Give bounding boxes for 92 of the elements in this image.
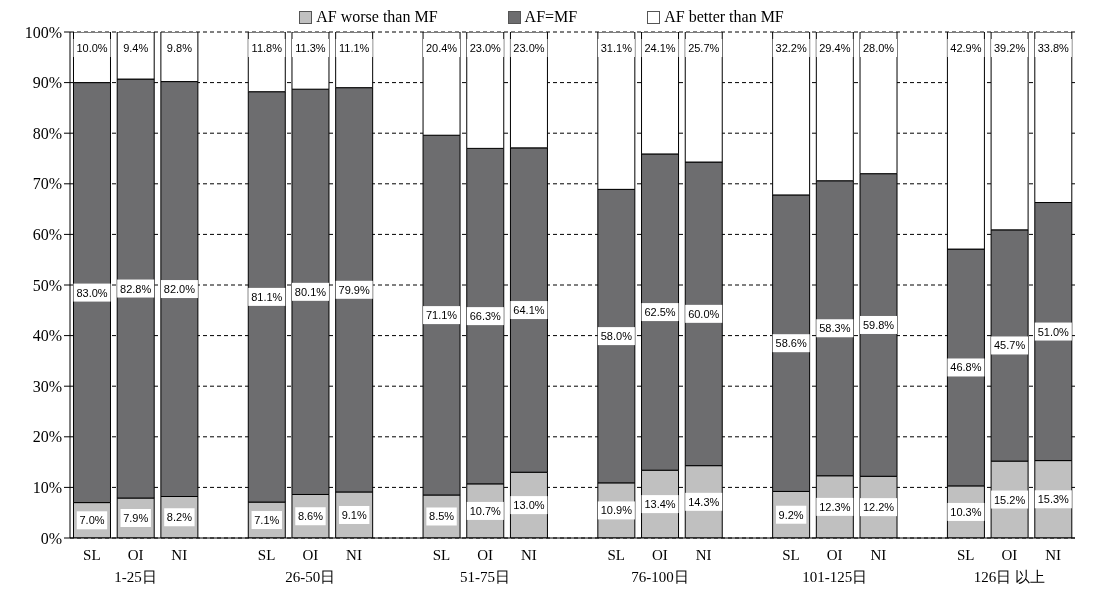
data-label: 10.7% — [469, 504, 502, 517]
text: 76-100日 — [631, 569, 689, 585]
data-label: 79.9% — [338, 283, 370, 296]
x-tick-label: SL — [83, 547, 101, 563]
data-label: 60.0% — [688, 307, 720, 320]
data-label: 12.2% — [862, 501, 895, 514]
data-label: 20.4% — [425, 42, 458, 54]
data-label: 8.6% — [297, 510, 324, 523]
data-label: 14.3% — [688, 495, 720, 508]
data-label: 9.8% — [166, 42, 193, 54]
data-label: 13.0% — [513, 499, 545, 512]
data-label: 71.1% — [425, 309, 458, 322]
x-tick-label: SL — [257, 547, 276, 563]
data-label: 9.4% — [123, 42, 149, 54]
data-label: 62.5% — [644, 306, 676, 319]
x-tick-label: NI — [171, 547, 188, 563]
data-label: 23.0% — [513, 42, 545, 54]
data-label: 64.1% — [513, 304, 545, 317]
data-label: 15.3% — [1037, 493, 1070, 506]
data-label: 42.9% — [950, 42, 982, 54]
x-tick-label: SL — [432, 547, 451, 563]
data-label: 80.1% — [294, 285, 327, 298]
data-label: 82.0% — [163, 283, 196, 296]
y-tick-label: 40% — [32, 327, 62, 345]
y-tick-label: 50% — [32, 276, 62, 294]
x-tick-label: OI — [826, 547, 843, 563]
text: 101-125日 — [802, 569, 868, 585]
data-label: 59.8% — [862, 318, 895, 331]
data-label: 82.8% — [120, 282, 152, 295]
data-label: 58.3% — [819, 322, 851, 335]
x-tick-label: NI — [346, 547, 362, 563]
x-tick-label: NI — [695, 547, 712, 563]
data-label: 15.2% — [994, 493, 1026, 506]
data-label: 45.7% — [994, 339, 1026, 352]
data-label: 66.3% — [469, 310, 502, 323]
y-tick-label: 100% — [24, 23, 62, 41]
y-tick-label: 20% — [32, 428, 62, 446]
x-tick-label: SL — [957, 547, 975, 563]
y-tick-label: 0% — [40, 529, 62, 547]
legend-label: AF=MF — [523, 8, 578, 26]
text: 126日 以上 — [973, 569, 1046, 585]
x-tick-label: NI — [870, 547, 887, 563]
data-label: 58.6% — [775, 337, 807, 350]
x-tick-label: OI — [477, 547, 494, 563]
data-label: 8.5% — [429, 510, 455, 523]
data-label: 33.8% — [1037, 42, 1070, 54]
x-tick-label: SL — [607, 547, 625, 563]
data-label: 58.0% — [600, 330, 633, 343]
y-tick-label: 70% — [32, 175, 62, 193]
data-label: 81.1% — [251, 290, 283, 303]
x-tick-label: SL — [782, 547, 800, 563]
y-tick-label: 10% — [32, 479, 62, 497]
data-label: 24.1% — [644, 42, 676, 54]
data-label: 9.2% — [778, 508, 804, 521]
data-label: 23.0% — [469, 42, 502, 54]
data-label: 9.1% — [341, 508, 367, 521]
data-label: 7.1% — [254, 514, 280, 527]
data-label: 13.4% — [644, 498, 676, 511]
data-label: 12.3% — [819, 500, 851, 513]
x-tick-label: OI — [302, 547, 319, 563]
data-label: 83.0% — [76, 286, 108, 299]
y-tick-label: 30% — [32, 377, 62, 395]
data-label: 28.0% — [862, 42, 895, 54]
data-label: 8.2% — [166, 511, 193, 524]
data-label: 46.8% — [950, 361, 982, 374]
legend-label: AF worse than MF — [315, 8, 438, 26]
data-label: 32.2% — [775, 42, 807, 54]
data-label: 11.3% — [295, 42, 326, 54]
data-label: 7.9% — [123, 512, 149, 525]
data-label: 11.8% — [251, 42, 283, 54]
data-label: 51.0% — [1037, 325, 1070, 338]
data-label: 10.3% — [950, 505, 982, 518]
data-label: 31.1% — [600, 42, 633, 54]
data-label: 39.2% — [994, 42, 1026, 54]
data-label: 25.7% — [688, 42, 720, 54]
y-tick-label: 80% — [32, 124, 62, 142]
data-label: 29.4% — [819, 42, 851, 54]
x-tick-label: NI — [520, 547, 537, 563]
y-tick-label: 90% — [32, 74, 62, 92]
x-tick-label: OI — [651, 547, 668, 563]
x-tick-label: OI — [1001, 547, 1018, 563]
data-label: 10.9% — [600, 504, 633, 517]
x-tick-label: NI — [1045, 547, 1062, 563]
text: 26-50日 — [285, 569, 336, 585]
data-label: 10.0% — [76, 42, 108, 54]
data-label: 11.1% — [338, 42, 370, 54]
y-tick-label: 60% — [32, 226, 62, 244]
text: 1-25日 — [114, 569, 157, 585]
series-label: AF better than MF — [663, 8, 784, 26]
text: 51-75日 — [460, 569, 511, 585]
data-label: 7.0% — [79, 514, 105, 527]
x-tick-label: OI — [127, 547, 144, 563]
